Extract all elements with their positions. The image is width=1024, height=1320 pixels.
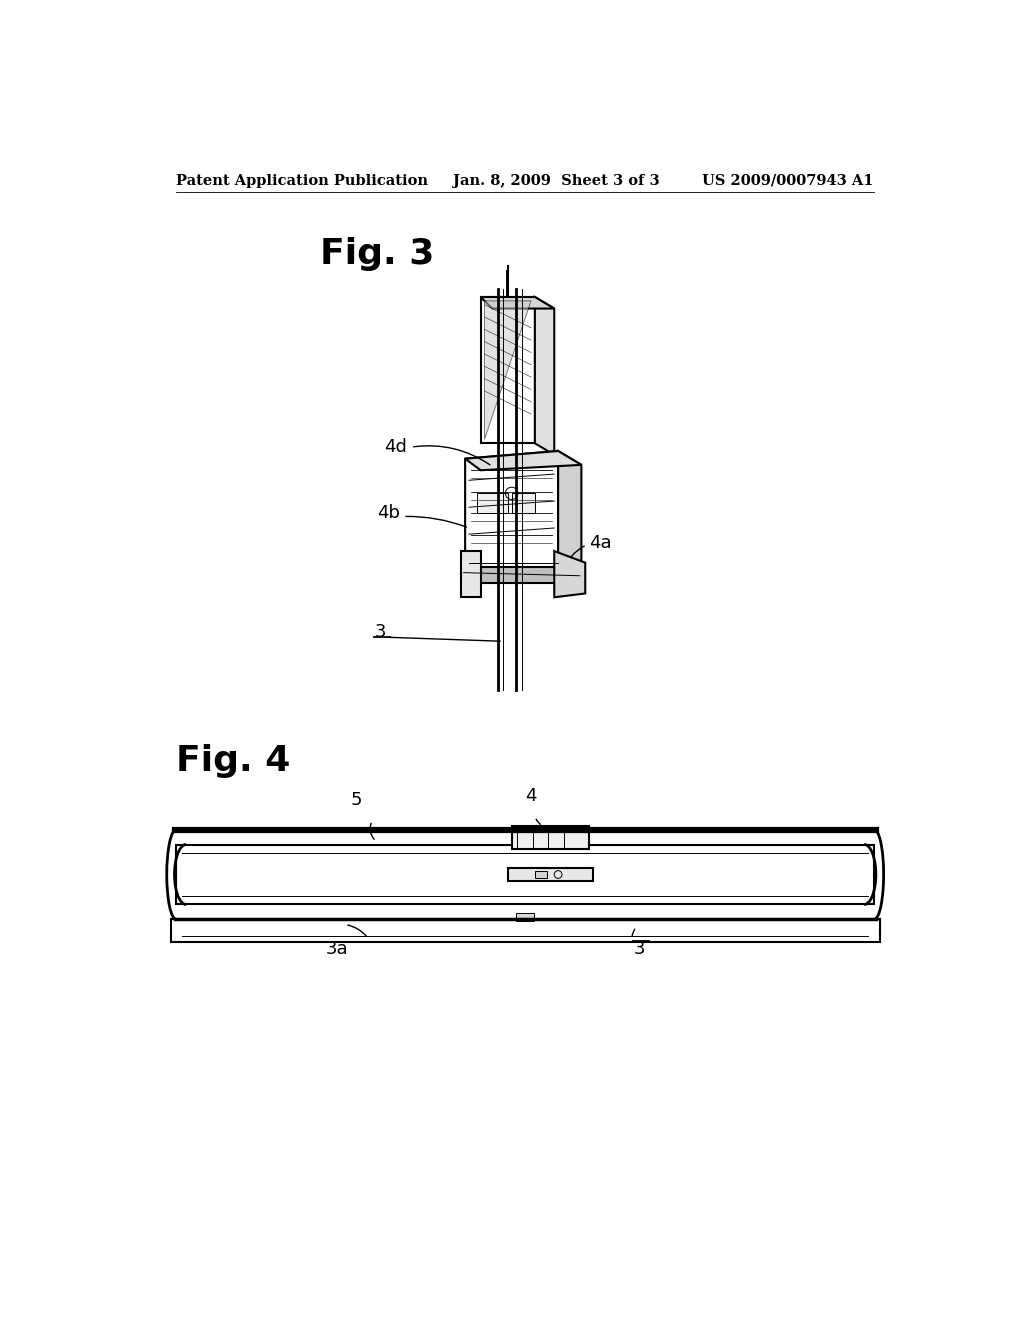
- Polygon shape: [461, 566, 562, 583]
- Bar: [515, 913, 535, 921]
- Text: 4b: 4b: [378, 504, 400, 521]
- Bar: [477, 494, 508, 512]
- Polygon shape: [480, 297, 554, 309]
- Text: 3: 3: [375, 623, 386, 642]
- Text: Jan. 8, 2009  Sheet 3 of 3: Jan. 8, 2009 Sheet 3 of 3: [454, 174, 660, 187]
- Text: Patent Application Publication: Patent Application Publication: [176, 174, 428, 187]
- Polygon shape: [558, 451, 582, 581]
- Bar: [535, 871, 547, 878]
- Bar: [508, 869, 593, 880]
- Bar: [512, 494, 535, 512]
- Polygon shape: [535, 297, 554, 455]
- Polygon shape: [465, 451, 558, 574]
- Polygon shape: [480, 297, 535, 444]
- Bar: [512, 826, 589, 849]
- Text: 4d: 4d: [384, 438, 407, 457]
- Text: 4: 4: [525, 787, 537, 805]
- Text: Fig. 4: Fig. 4: [176, 743, 291, 777]
- Polygon shape: [461, 552, 480, 598]
- Polygon shape: [465, 451, 582, 470]
- Text: 3a: 3a: [326, 940, 348, 958]
- Polygon shape: [484, 301, 531, 440]
- Text: 3: 3: [634, 940, 645, 958]
- Text: Fig. 3: Fig. 3: [321, 238, 434, 271]
- Text: 4a: 4a: [589, 535, 611, 552]
- Text: 5: 5: [351, 791, 362, 809]
- Text: US 2009/0007943 A1: US 2009/0007943 A1: [702, 174, 873, 187]
- Bar: [176, 845, 874, 904]
- Polygon shape: [554, 552, 586, 598]
